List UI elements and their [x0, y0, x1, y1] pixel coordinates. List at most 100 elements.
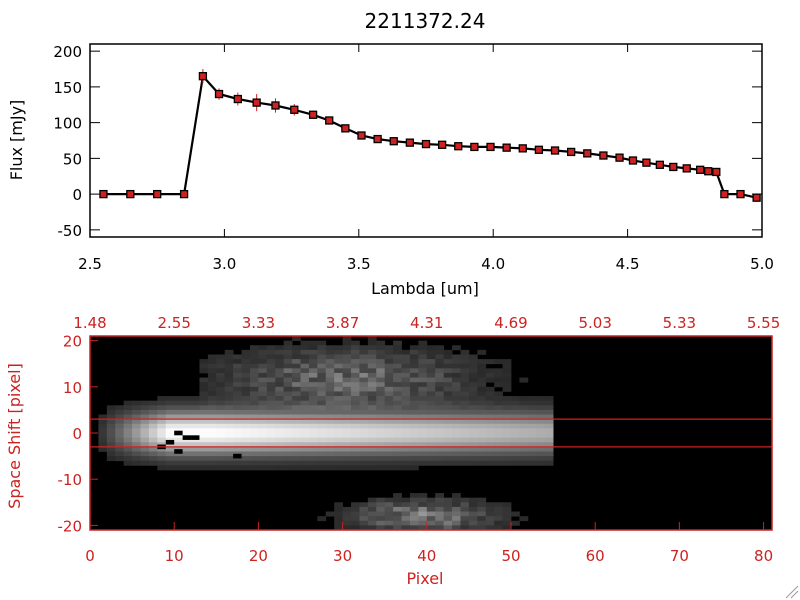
- heatmap-cell: [477, 456, 487, 462]
- heatmap-cell: [325, 451, 335, 457]
- heatmap-cell: [300, 446, 310, 452]
- heatmap-cell: [502, 520, 512, 526]
- heatmap-cell: [132, 409, 141, 415]
- heatmap-cell: [275, 345, 285, 351]
- heatmap-cell: [249, 382, 259, 388]
- heatmap-cell: [367, 446, 377, 452]
- heatmap-cell: [452, 428, 461, 434]
- heatmap-cell: [367, 409, 377, 415]
- heatmap-cell: [266, 465, 276, 471]
- heatmap-cell: [275, 391, 285, 397]
- heatmap-cell: [409, 382, 419, 388]
- heatmap-cell: [359, 451, 369, 457]
- heatmap-cell: [452, 345, 461, 351]
- heatmap-cell: [418, 511, 428, 517]
- heatmap-cell: [527, 409, 537, 415]
- heatmap-cell: [536, 423, 546, 429]
- heatmap-cell: [460, 386, 470, 392]
- heatmap-cell: [266, 409, 276, 415]
- heatmap-cell: [544, 433, 554, 439]
- heatmap-cell: [477, 460, 487, 466]
- heatmap-cell: [317, 460, 327, 466]
- heatmap-cell: [275, 400, 285, 406]
- space-shift-axis-label: Space Shift [pixel]: [5, 363, 24, 509]
- heatmap-cell: [426, 511, 436, 517]
- heatmap-cell: [292, 428, 301, 434]
- data-point: [655, 160, 665, 169]
- heatmap-cell: [334, 502, 343, 508]
- heatmap-cell: [460, 423, 470, 429]
- heatmap-cell: [283, 372, 293, 378]
- heatmap-cell: [468, 451, 478, 457]
- data-point: [373, 134, 382, 144]
- heatmap-cell: [300, 423, 310, 429]
- heatmap-cell: [384, 520, 394, 526]
- heatmap-cell: [435, 525, 445, 531]
- heatmap-cell: [519, 428, 529, 434]
- heatmap-cell: [401, 419, 411, 425]
- heatmap-cell: [300, 428, 310, 434]
- heatmap-cell: [359, 446, 369, 452]
- heatmap-cell: [258, 363, 268, 369]
- heatmap-cell: [494, 442, 503, 448]
- heatmap-cell: [207, 419, 217, 425]
- heatmap-cell: [393, 349, 402, 355]
- heatmap-cell: [494, 437, 503, 443]
- heatmap-cell: [132, 451, 141, 457]
- heatmap-cell: [367, 400, 377, 406]
- heatmap-cell: [308, 437, 318, 443]
- heatmap-cell: [544, 437, 554, 443]
- heatmap-cell: [308, 423, 318, 429]
- heatmap-cell: [342, 391, 352, 397]
- heatmap-cell: [241, 442, 251, 448]
- heatmap-cell: [460, 446, 470, 452]
- heatmap-cell: [443, 442, 453, 448]
- heatmap-cell: [494, 382, 503, 388]
- heatmap-cell: [325, 460, 335, 466]
- heatmap-cell: [384, 377, 394, 383]
- heatmap-cell: [292, 349, 301, 355]
- heatmap-cell: [115, 409, 125, 415]
- heatmap-cell: [308, 345, 318, 351]
- heatmap-cell: [342, 520, 352, 526]
- heatmap-cell: [266, 423, 276, 429]
- heatmap-cell: [342, 345, 352, 351]
- heatmap-cell: [426, 345, 436, 351]
- heatmap-cell: [300, 372, 310, 378]
- heatmap-cell: [510, 451, 520, 457]
- heatmap-cell: [409, 497, 419, 503]
- heatmap-cell: [241, 414, 251, 420]
- heatmap-cell: [342, 386, 352, 392]
- heatmap-cell: [191, 442, 200, 448]
- heatmap-cell: [325, 437, 335, 443]
- heatmap-cell: [216, 386, 226, 392]
- heatmap-cell: [477, 442, 487, 448]
- heatmap-cell: [367, 391, 377, 397]
- heatmap-cell: [393, 423, 402, 429]
- heatmap-cell: [342, 349, 352, 355]
- heatmap-cell: [233, 414, 242, 420]
- heatmap-cell: [148, 428, 158, 434]
- heatmap-cell: [426, 520, 436, 526]
- heatmap-cell: [435, 382, 445, 388]
- heatmap-cell: [224, 391, 234, 397]
- heatmap-cell: [216, 400, 226, 406]
- heatmap-cell: [435, 506, 445, 512]
- data-point: [669, 162, 678, 172]
- heatmap-cell: [418, 516, 428, 522]
- heatmap-cell: [401, 433, 411, 439]
- heatmap-cell: [443, 382, 453, 388]
- heatmap-cell: [418, 359, 428, 365]
- heatmap-cell: [359, 456, 369, 462]
- heatmap-cell: [157, 456, 167, 462]
- heatmap-cell: [477, 428, 487, 434]
- heatmap-cell: [300, 368, 310, 374]
- heatmap-cell: [527, 400, 537, 406]
- heatmap-cell: [460, 391, 470, 397]
- resize-grip-icon[interactable]: [785, 585, 799, 599]
- heatmap-cell: [157, 423, 167, 429]
- heatmap-cell: [468, 368, 478, 374]
- heatmap-cell: [393, 382, 402, 388]
- heatmap-cell: [300, 400, 310, 406]
